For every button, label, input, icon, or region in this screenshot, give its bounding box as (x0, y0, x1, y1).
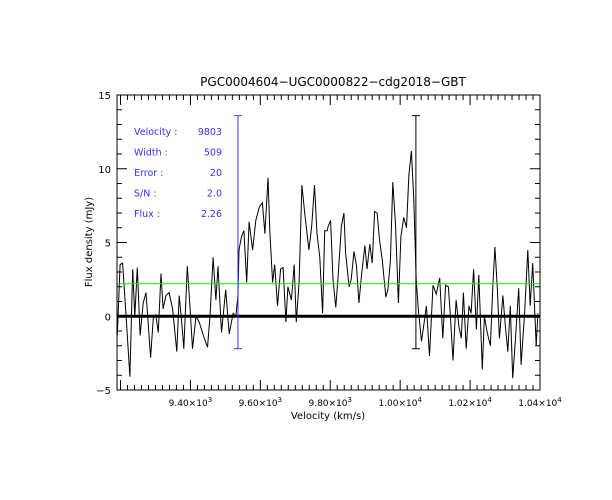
annotation-label: S/N : (134, 189, 157, 200)
x-tick-exponent: 4 (417, 396, 422, 404)
annotation-label: Error : (134, 168, 163, 179)
x-tick-label: 1.02×104 (448, 396, 492, 409)
x-axis-label: Velocity (km/s) (291, 411, 365, 422)
y-tick-label: −5 (96, 386, 111, 397)
annotation-label: Velocity : (134, 127, 178, 138)
spectrum-line (116, 151, 539, 379)
y-axis-label: Flux density (mJy) (84, 197, 95, 287)
annotation-value: 9803 (198, 127, 222, 138)
x-tick-exponent: 4 (557, 396, 562, 404)
y-tick-label: 0 (105, 312, 111, 323)
annotation-value: 509 (204, 148, 222, 159)
annotation-value: 2.26 (201, 209, 222, 220)
y-tick-label: 15 (98, 91, 111, 102)
x-tick-label: 9.60×103 (239, 396, 283, 409)
x-tick-exponent: 3 (278, 396, 282, 404)
x-tick-exponent: 3 (348, 396, 352, 404)
annotation-label: Width : (134, 148, 168, 159)
x-tick-label: 9.80×103 (308, 396, 352, 409)
annotation-label: Flux : (134, 209, 160, 220)
x-tick-label: 1.00×104 (378, 396, 422, 409)
x-tick-exponent: 4 (487, 396, 492, 404)
x-tick-mantissa: 1.00×10 (378, 399, 417, 409)
x-tick-label: 9.40×103 (169, 396, 213, 409)
x-tick-mantissa: 1.04×10 (518, 399, 557, 409)
annotation-value: 20 (210, 168, 222, 179)
x-tick-mantissa: 1.02×10 (448, 399, 487, 409)
x-tick-mantissa: 9.80×10 (308, 399, 347, 409)
x-tick-exponent: 3 (208, 396, 212, 404)
plot-frame (116, 94, 541, 391)
x-tick-mantissa: 9.40×10 (169, 399, 208, 409)
y-tick-label: 10 (98, 165, 111, 176)
x-tick-mantissa: 9.60×10 (239, 399, 278, 409)
annotation-value: 2.0 (207, 189, 222, 200)
x-tick-label: 1.04×104 (518, 396, 562, 409)
chart-title: PGC0004604−UGC0000822−cdg2018−GBT (200, 75, 466, 89)
y-tick-label: 5 (105, 239, 111, 250)
